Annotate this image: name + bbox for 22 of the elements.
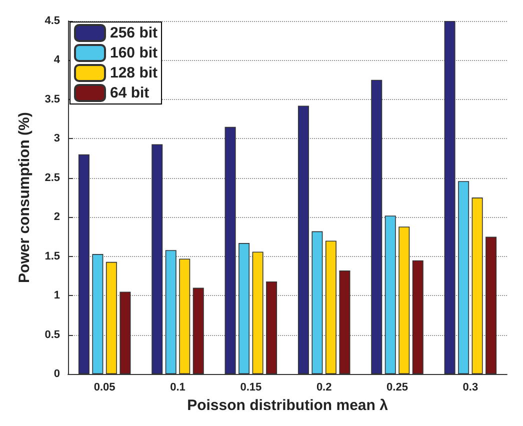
x-tick-label: 0.05 [94, 382, 116, 394]
y-tick-label: 3.5 [44, 93, 60, 106]
legend-label: 160 bit [110, 44, 158, 62]
y-tick-label: 0.5 [44, 328, 60, 341]
legend-label: 64 bit [110, 84, 150, 102]
x-tick-label: 0.3 [462, 382, 478, 394]
legend-label: 256 bit [110, 24, 158, 42]
x-tick-label: 0.15 [240, 382, 262, 394]
x-tick-label: 0.1 [170, 382, 186, 394]
x-axis-title: Poisson distribution mean λ [187, 397, 389, 414]
y-tick-label: 3 [54, 132, 60, 145]
x-tick-label: 0.25 [386, 382, 408, 394]
y-tick-label: 1 [54, 290, 60, 302]
y-tick-label: 0 [54, 368, 60, 380]
y-tick-label: 2.5 [44, 172, 60, 184]
y-tick-label: 4 [54, 54, 61, 66]
y-axis-title: Power consumption (%) [16, 112, 33, 283]
y-tick-label: 1.5 [44, 250, 60, 262]
legend-label: 128 bit [110, 64, 158, 82]
y-tick-label: 4.5 [44, 15, 60, 27]
y-tick-label: 2 [54, 211, 60, 224]
x-tick-label: 0.2 [316, 382, 332, 394]
